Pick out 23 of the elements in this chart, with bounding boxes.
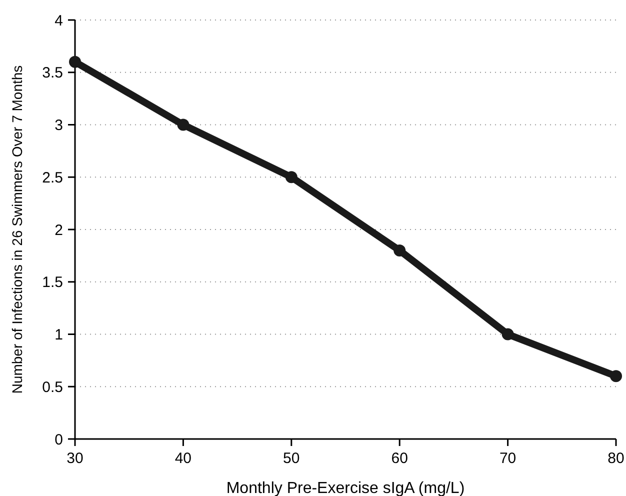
x-tick-label: 60 — [391, 450, 408, 467]
point — [394, 244, 406, 256]
x-tick-label: 80 — [608, 450, 624, 467]
y-tick-label: 4 — [54, 12, 63, 30]
x-tick-label: 70 — [499, 450, 516, 467]
y-tick-label: 1 — [54, 326, 63, 344]
y-tick-label: 0.5 — [42, 378, 63, 396]
point — [177, 118, 190, 131]
x-tick-label: 30 — [66, 450, 84, 467]
y-tick-label: 3 — [54, 117, 63, 134]
y-tick-label: 2 — [54, 222, 63, 239]
y-axis-title: Number of Infections in 26 Swimmers Over 7 Months — [9, 65, 25, 394]
y-tick-label: 1.5 — [42, 274, 63, 292]
x-tick-label: 40 — [174, 450, 192, 467]
x-axis-title: Monthly Pre-Exercise sIgA (mg/L) — [226, 480, 465, 496]
y-tick-label: 2.5 — [42, 169, 63, 186]
point — [502, 328, 514, 340]
point — [610, 370, 622, 382]
x-tick-label: 50 — [283, 450, 300, 467]
point — [285, 171, 298, 184]
y-tick-label: 3.5 — [42, 64, 63, 82]
point — [69, 56, 81, 68]
y-tick-label: 0 — [54, 431, 63, 448]
